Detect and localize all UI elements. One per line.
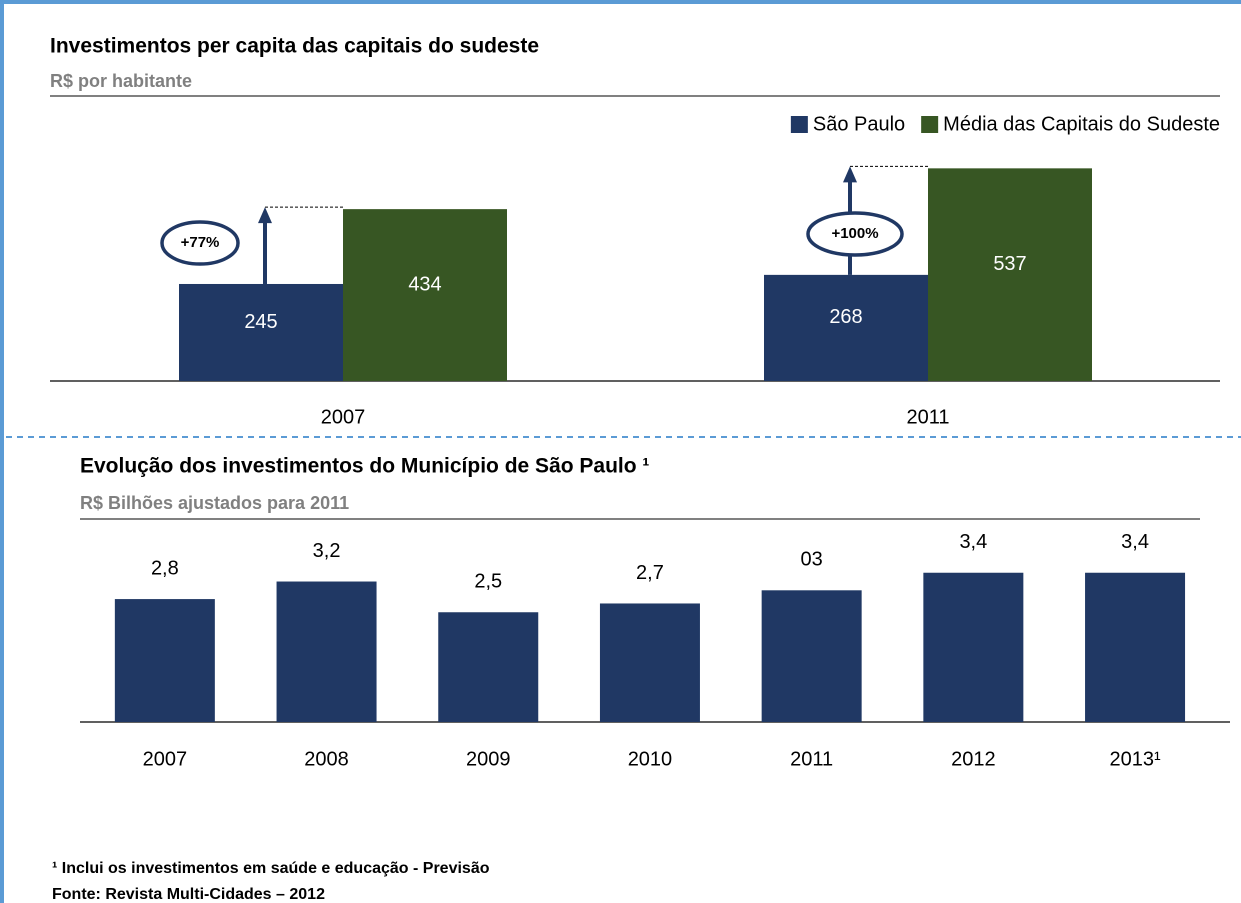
bar [928,168,1092,381]
annotation: +100% [831,225,878,242]
x-tick-label: 2012 [951,748,996,770]
legend-swatch [790,116,808,133]
x-tick-label: 2011 [906,406,949,428]
legend-label: São Paulo [813,113,905,135]
bar [276,581,377,722]
chart-title: Investimentos per capita das capitais do… [50,35,539,58]
x-tick-label: 2008 [304,748,349,770]
chart-title: Evolução dos investimentos do Município … [80,455,649,478]
value-label: 03 [801,549,823,571]
value-label: 2,8 [151,557,179,579]
chart-subtitle: R$ Bilhões ajustados para 2011 [80,493,349,513]
arrow-head [843,166,857,183]
value-label: 268 [829,306,862,328]
x-tick-label: 2011 [790,748,833,770]
footnote: Fonte: Revista Multi-Cidades – 2012 [52,886,325,903]
value-label: 245 [244,311,277,333]
footnote: ¹ Inclui os investimentos em saúde e edu… [52,860,490,877]
bar [599,603,700,722]
x-tick-label: 2009 [466,748,511,770]
legend-swatch [921,116,939,133]
bar [114,599,215,722]
bar [923,572,1024,722]
bar [438,612,539,722]
value-label: 3,2 [313,540,341,562]
value-label: 3,4 [959,531,987,553]
value-label: 2,7 [636,562,664,584]
value-label: 3,4 [1121,531,1149,553]
bar [761,590,862,722]
bar [1085,572,1186,722]
chart-subtitle: R$ por habitante [50,71,192,91]
value-label: 537 [993,253,1026,275]
value-label: 434 [408,273,441,295]
bar [179,283,343,381]
x-tick-label: 2007 [143,748,188,770]
annotation: +77% [181,234,220,251]
x-tick-label: 2010 [628,748,673,770]
value-label: 2,5 [474,571,502,593]
legend-label: Média das Capitais do Sudeste [943,113,1220,135]
annotation-ring [806,211,904,257]
arrow-head [258,207,272,224]
x-tick-label: 2013¹ [1109,748,1160,770]
bar [343,209,507,381]
annotation-ring [160,220,240,266]
bar [764,274,928,381]
x-tick-label: 2007 [321,406,366,428]
